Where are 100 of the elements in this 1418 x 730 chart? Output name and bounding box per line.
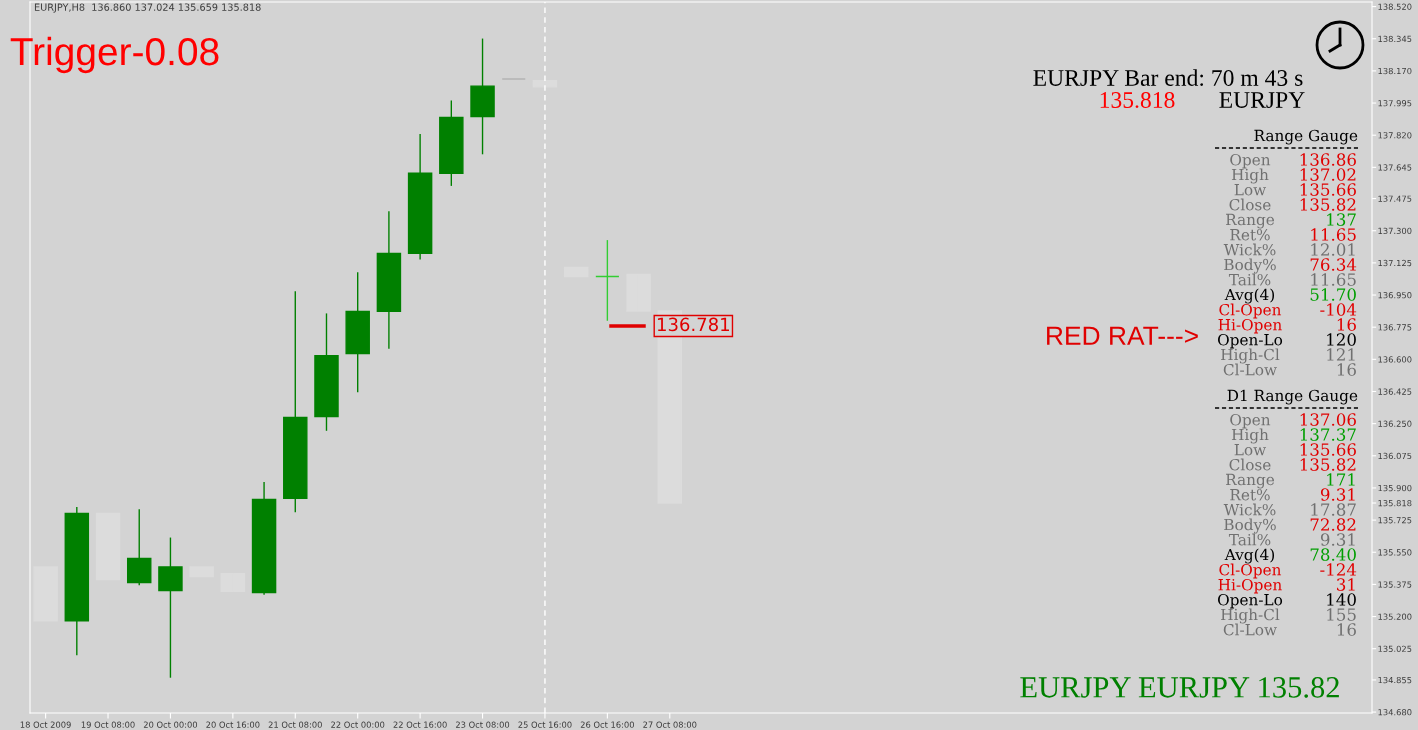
annotation: D1 Range Gauge [1227, 389, 1358, 405]
y-tick-label: 138.520 [1378, 3, 1412, 10]
annotation: Body% [1224, 258, 1276, 274]
x-tick-label: 25 Oct 16:00 [518, 721, 572, 728]
y-tick-label: 138.170 [1378, 67, 1412, 75]
candlestick [126, 508, 152, 586]
annotation: Open [1230, 413, 1271, 429]
annotation: 9.31 [1320, 488, 1355, 501]
candlestick [345, 271, 370, 393]
annotation: High-Cl [1221, 608, 1280, 624]
y-tick-label: 135.900 [1378, 484, 1412, 492]
annotation: Range [1226, 473, 1275, 489]
x-tick-label: 20 Oct 00:00 [143, 721, 198, 728]
x-tick-label: 20 Oct 16:00 [206, 721, 260, 728]
annotation: High [1231, 168, 1269, 184]
y-tick-label: 137.300 [1378, 227, 1412, 235]
y-tick-label: 135.375 [1378, 581, 1412, 588]
annotation: Tail% [1228, 273, 1271, 286]
annotation: -124 [1320, 563, 1357, 576]
x-tick-label: 27 Oct 08:00 [643, 721, 697, 728]
annotation: Wick% [1223, 503, 1276, 516]
annotation: Open-Lo [1218, 593, 1283, 609]
y-tick-label: 136.775 [1378, 324, 1412, 331]
annotation: 78.40 [1310, 548, 1356, 561]
annotation: Cl-Low [1223, 363, 1277, 376]
x-tick-label: 19 Oct 08:00 [81, 721, 135, 728]
annotation: EURJPY [1219, 92, 1305, 108]
annotation: 11.65 [1311, 273, 1356, 286]
annotation: Open-Lo [1218, 333, 1283, 349]
annotation: RED RAT---> [1047, 326, 1198, 345]
annotation: 135.82 [1300, 198, 1356, 211]
annotation: 120 [1327, 333, 1356, 346]
x-tick-label: 26 Oct 16:00 [580, 721, 634, 728]
annotation: 137 [1327, 213, 1356, 226]
annotation: 136.86 [1300, 153, 1356, 166]
annotation: 12.01 [1311, 243, 1355, 256]
annotation: Tail% [1228, 533, 1271, 546]
y-tick-label: 136.250 [1378, 420, 1412, 427]
annotation: Avg(4) [1224, 548, 1275, 564]
y-tick-label: 134.855 [1378, 676, 1412, 684]
chart-title: EURJPY,H8 136.860 137.024 135.659 135.818 [34, 3, 261, 13]
annotation: Cl-Open [1219, 563, 1282, 579]
candlestick [470, 37, 495, 155]
y-tick-label: 137.820 [1378, 132, 1412, 139]
y-tick-label: 137.645 [1378, 164, 1412, 171]
annotation: 137.02 [1300, 168, 1356, 181]
annotation: EURJPY Bar end: 70 m 43 s [1033, 69, 1303, 87]
y-tick-label: 135.025 [1378, 645, 1412, 652]
y-tick-label: 135.200 [1378, 613, 1412, 620]
annotation: 155 [1327, 608, 1356, 621]
y-tick-label: 135.550 [1378, 549, 1412, 556]
y-tick-label: 138.345 [1378, 35, 1412, 43]
candlestick [158, 536, 183, 679]
candlestick [314, 312, 339, 432]
annotation: Wick% [1223, 243, 1276, 256]
annotation: 51.70 [1310, 288, 1356, 301]
annotation: Close [1229, 198, 1271, 211]
annotation: Range [1226, 213, 1275, 229]
annotation: Range Gauge [1254, 129, 1358, 145]
annotation: Hi-Open [1218, 318, 1282, 334]
annotation: Trigger-0.08 [10, 36, 219, 74]
annotation: 171 [1327, 473, 1355, 486]
annotation: EURJPY EURJPY 135.82 [1020, 677, 1339, 698]
y-tick-label: 136.600 [1378, 356, 1412, 363]
annotation: Cl-Low [1223, 623, 1277, 636]
y-tick-label: 137.475 [1378, 195, 1412, 202]
x-tick-label: 21 Oct 08:00 [268, 721, 322, 728]
x-tick-label: 22 Oct 16:00 [393, 721, 447, 728]
annotation: High-Cl [1221, 348, 1280, 364]
annotation: Body% [1224, 518, 1276, 534]
annotation: 135.818 [1100, 91, 1175, 109]
annotation: Ret% [1230, 228, 1270, 241]
annotation: High [1231, 428, 1269, 444]
annotation: 137.37 [1300, 428, 1356, 441]
y-tick-label: 136.950 [1378, 292, 1412, 299]
x-tick-label: 18 Oct 2009 [20, 721, 71, 728]
annotation: Cl-Open [1219, 303, 1282, 319]
candlestick [283, 290, 308, 513]
y-tick-label: 136.075 [1378, 452, 1412, 460]
annotation: 76.34 [1310, 258, 1357, 271]
annotation: 135.66 [1300, 443, 1356, 456]
annotation: Open [1230, 153, 1271, 169]
annotation: Low [1234, 184, 1267, 196]
annotation: Avg(4) [1224, 288, 1275, 304]
x-tick-label: 23 Oct 08:00 [455, 721, 510, 728]
annotation: 16 [1337, 363, 1356, 376]
annotation: 11.65 [1311, 228, 1356, 241]
y-tick-label: 134.680 [1378, 709, 1412, 716]
y-tick-label: 135.818 [1378, 499, 1412, 507]
annotation: 135.66 [1300, 183, 1356, 196]
annotation: Low [1234, 444, 1267, 456]
candlestick [439, 99, 464, 187]
annotation: Hi-Open [1218, 578, 1282, 594]
annotation: 31 [1337, 578, 1355, 591]
y-tick-label: 136.425 [1378, 388, 1412, 395]
annotation: 16 [1337, 318, 1356, 331]
annotation: 17.87 [1311, 503, 1356, 516]
annotation: 136.781 [657, 317, 729, 332]
y-tick-label: 137.125 [1378, 259, 1412, 267]
annotation: 137.06 [1300, 413, 1356, 426]
